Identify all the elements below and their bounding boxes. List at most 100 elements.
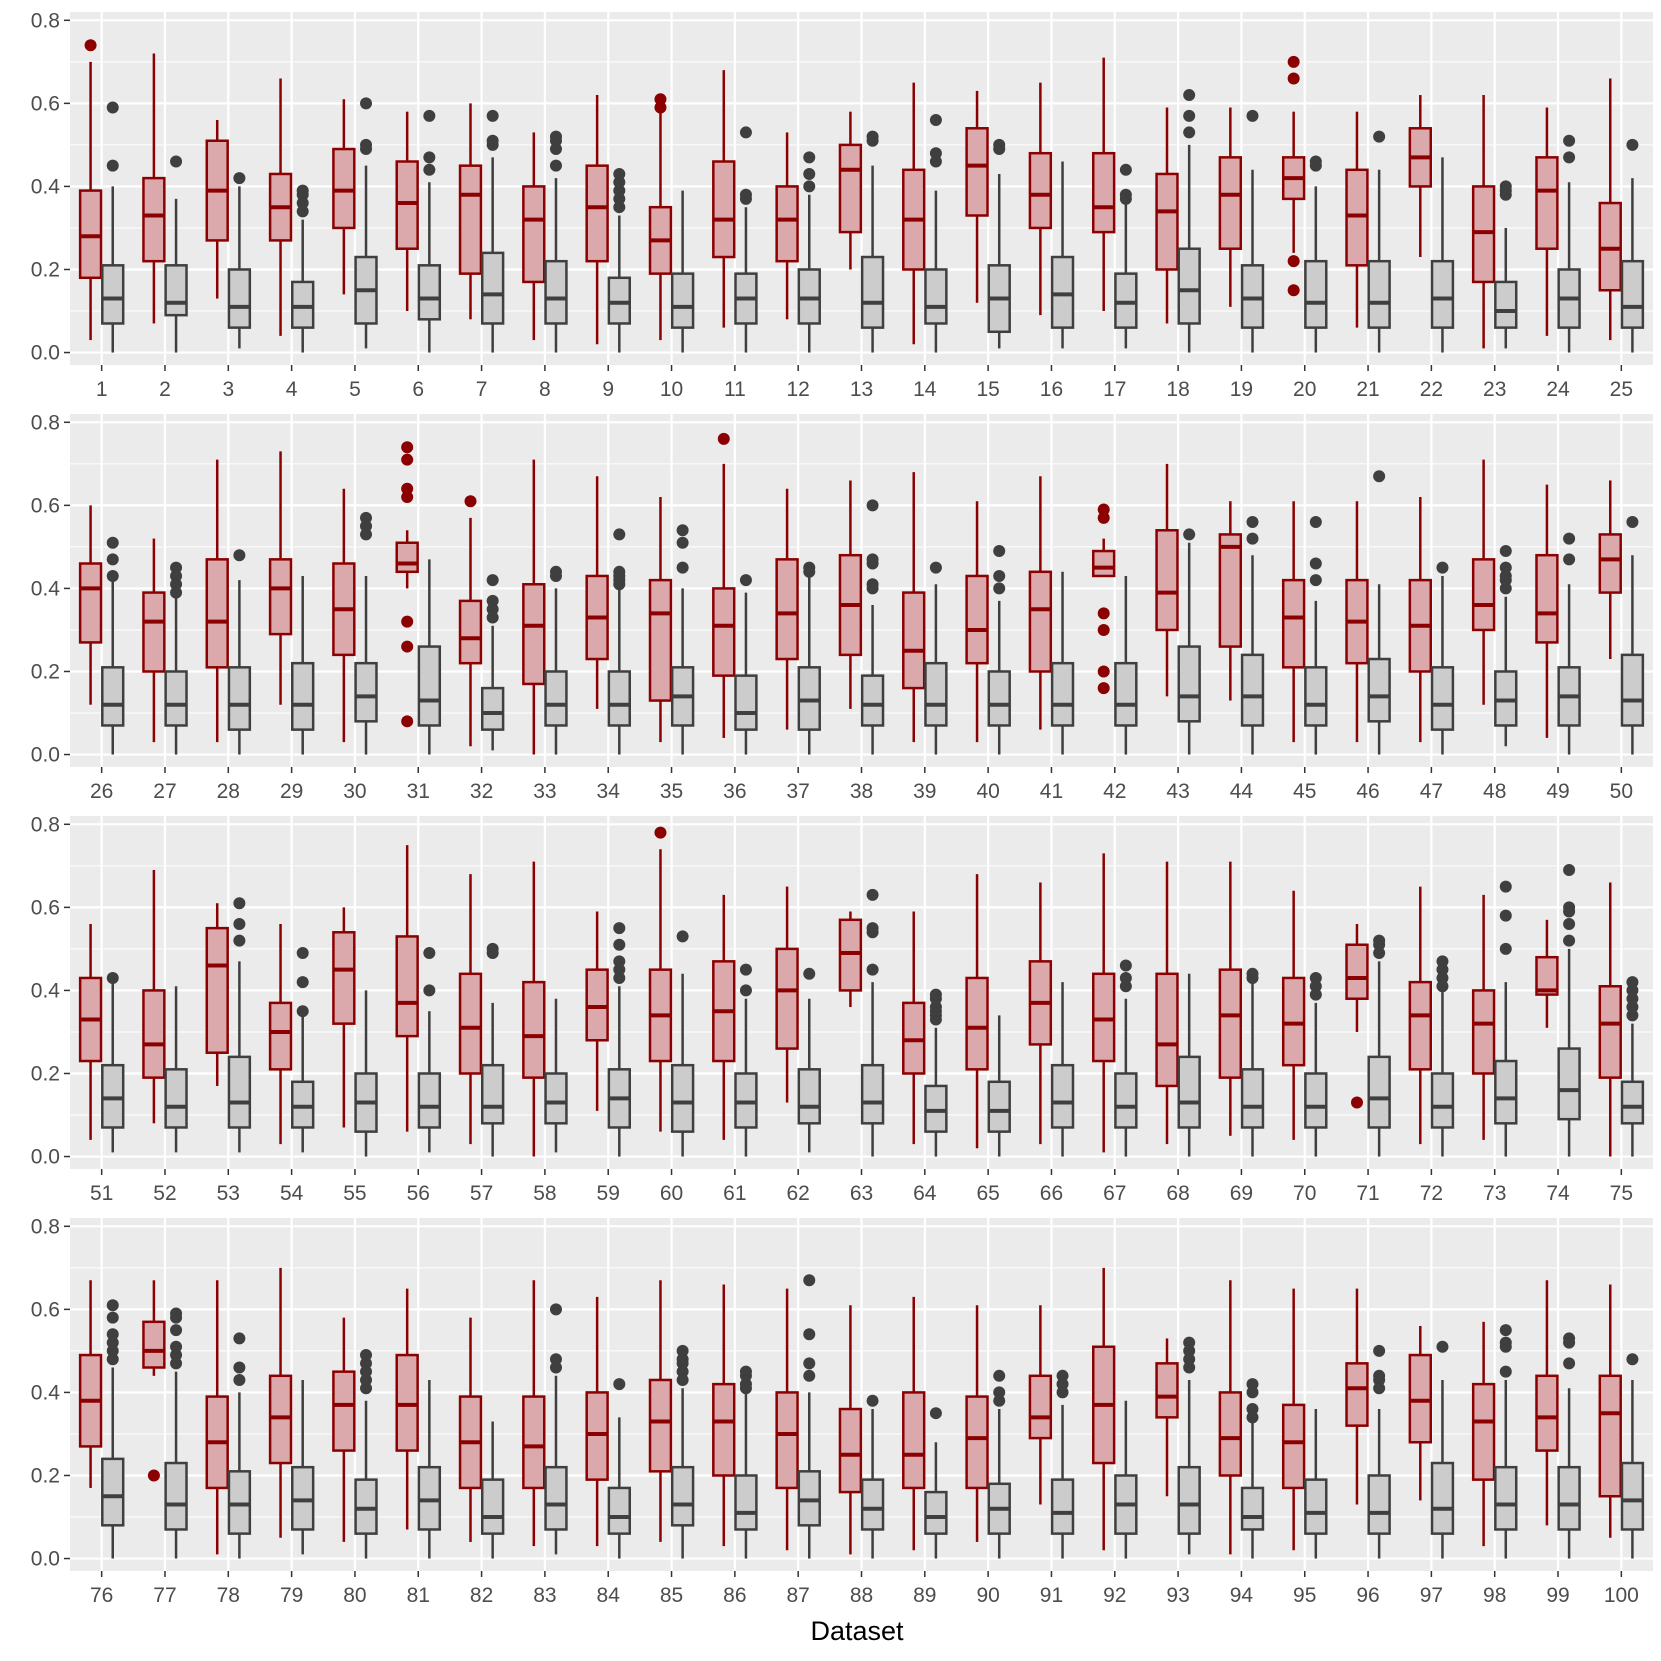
dataset-67 <box>1092 853 1138 1157</box>
iqr-box <box>965 127 989 217</box>
gray-box-28 <box>227 549 252 755</box>
red-box-8 <box>522 132 546 341</box>
outlier-point <box>1309 988 1322 1001</box>
outlier-point <box>613 955 626 968</box>
outlier-point <box>1183 1336 1196 1349</box>
red-box-76 <box>78 1280 103 1488</box>
gray-box-7 <box>480 109 505 353</box>
outlier-point <box>1056 1369 1069 1382</box>
dataset-29 <box>268 451 315 755</box>
iqr-box <box>860 255 885 329</box>
iqr-box <box>227 268 252 329</box>
gray-box-11 <box>734 126 758 353</box>
dataset-2 <box>142 53 188 353</box>
red-box-70 <box>1281 890 1306 1140</box>
gray-box-80 <box>354 1349 378 1559</box>
gray-box-78 <box>227 1332 252 1559</box>
iqr-box <box>712 587 736 677</box>
outlier-point <box>486 594 499 607</box>
iqr-box <box>522 583 546 686</box>
gray-box-99 <box>1557 1332 1581 1559</box>
dataset-69 <box>1218 861 1265 1157</box>
y-tick-label: 0.2 <box>31 1464 60 1487</box>
red-box-9 <box>585 95 609 345</box>
iqr-box <box>1471 185 1496 284</box>
iqr-box <box>1114 272 1138 329</box>
dataset-14 <box>902 82 948 353</box>
outlier-point <box>676 930 689 943</box>
x-tick-label: 67 <box>1103 1182 1126 1205</box>
red-box-38 <box>838 480 863 709</box>
red-box-60 <box>648 826 673 1132</box>
red-box-74 <box>1535 919 1559 1028</box>
x-tick-label: 7 <box>476 378 488 401</box>
dataset-3 <box>205 119 252 349</box>
outlier-point <box>613 922 626 935</box>
dataset-32 <box>458 495 505 751</box>
outlier-point <box>170 578 183 591</box>
iqr-box <box>1304 259 1328 329</box>
outlier-point <box>106 1299 119 1312</box>
iqr-box <box>1240 653 1265 727</box>
gray-box-74 <box>1557 863 1581 1157</box>
dataset-78 <box>205 1280 252 1559</box>
iqr-box <box>1408 1353 1432 1444</box>
dataset-13 <box>838 111 885 353</box>
red-box-79 <box>268 1267 293 1538</box>
outlier-point <box>401 615 414 628</box>
y-tick-label: 0.6 <box>31 896 60 919</box>
iqr-box <box>1092 151 1116 234</box>
outlier-point <box>803 1328 816 1341</box>
red-box-95 <box>1281 1288 1306 1551</box>
gray-box-16 <box>1050 161 1075 349</box>
dataset-51 <box>78 923 125 1153</box>
outlier-point <box>464 495 477 508</box>
x-tick-label: 69 <box>1230 1182 1253 1205</box>
outlier-point <box>739 574 752 587</box>
iqr-box <box>1177 1465 1201 1535</box>
gray-box-50 <box>1620 515 1645 755</box>
x-tick-label: 93 <box>1166 1584 1189 1607</box>
red-box-43 <box>1155 463 1179 697</box>
x-tick-label: 1 <box>96 378 108 401</box>
dataset-63 <box>838 888 885 1157</box>
iqr-box <box>164 1068 188 1129</box>
gray-box-30 <box>354 511 378 755</box>
iqr-box <box>648 1378 673 1473</box>
dataset-17 <box>1092 57 1138 349</box>
iqr-box <box>291 1080 315 1129</box>
iqr-box <box>1050 661 1075 727</box>
dataset-95 <box>1281 1288 1328 1559</box>
outlier-point <box>613 565 626 578</box>
outlier-point <box>676 536 689 549</box>
outlier-point <box>1499 582 1512 595</box>
dataset-26 <box>78 505 125 755</box>
outlier-point <box>803 167 816 180</box>
outlier-point <box>1436 955 1449 968</box>
gray-box-27 <box>164 561 188 755</box>
panel-1: 0.00.20.40.60.81 2 3 4 5 6 7 8 9 10 11 12 13 14 15 16 17… <box>31 9 1653 401</box>
iqr-box <box>78 189 103 280</box>
red-box-24 <box>1535 107 1559 336</box>
red-box-31 <box>395 441 419 728</box>
red-box-34 <box>585 476 609 709</box>
iqr-box <box>670 1465 695 1527</box>
y-tick-label: 0.6 <box>31 92 60 115</box>
gray-box-44 <box>1240 515 1265 755</box>
iqr-box <box>78 562 103 644</box>
outlier-point <box>401 640 414 653</box>
iqr-box <box>458 599 483 665</box>
gray-box-15 <box>987 138 1011 349</box>
outlier-point <box>1373 130 1386 143</box>
red-box-64 <box>902 911 926 1145</box>
y-tick-label: 0.8 <box>31 813 60 836</box>
outlier-point <box>360 138 373 151</box>
gray-box-40 <box>987 545 1011 755</box>
dataset-33 <box>522 459 568 755</box>
red-box-66 <box>1028 882 1053 1145</box>
x-tick-label: 92 <box>1103 1584 1126 1607</box>
iqr-box <box>797 1068 821 1125</box>
iqr-box <box>607 670 631 727</box>
dataset-97 <box>1408 1325 1455 1559</box>
outlier-point <box>486 134 499 147</box>
